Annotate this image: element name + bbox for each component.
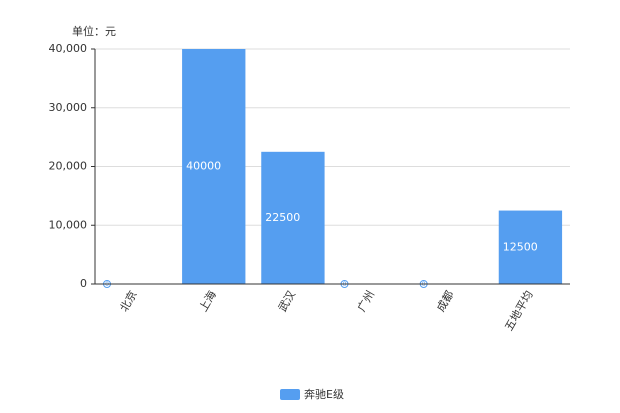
y-tick-label: 40,000 xyxy=(49,42,88,55)
data-label: 12500 xyxy=(503,240,538,253)
x-tick-label: 上海 xyxy=(196,288,219,314)
y-tick-label: 30,000 xyxy=(49,101,88,114)
y-tick-label: 20,000 xyxy=(49,160,88,173)
bar xyxy=(261,151,325,284)
y-tick-label: 0 xyxy=(80,277,87,290)
bar xyxy=(182,49,246,284)
x-tick-label: 武汉 xyxy=(276,289,298,315)
bar xyxy=(498,210,563,284)
data-label: 22500 xyxy=(265,211,300,224)
y-unit-label: 单位：元 xyxy=(72,24,116,38)
x-tick-label: 广州 xyxy=(355,289,377,315)
legend-label: 奔驰E级 xyxy=(304,387,344,401)
data-label: 40000 xyxy=(186,160,221,173)
x-tick-label: 五地平均 xyxy=(502,289,535,334)
legend-swatch xyxy=(280,389,300,400)
x-tick-label: 成都 xyxy=(434,289,456,315)
y-tick-label: 10,000 xyxy=(49,218,88,231)
x-tick-label: 北京 xyxy=(117,288,140,314)
